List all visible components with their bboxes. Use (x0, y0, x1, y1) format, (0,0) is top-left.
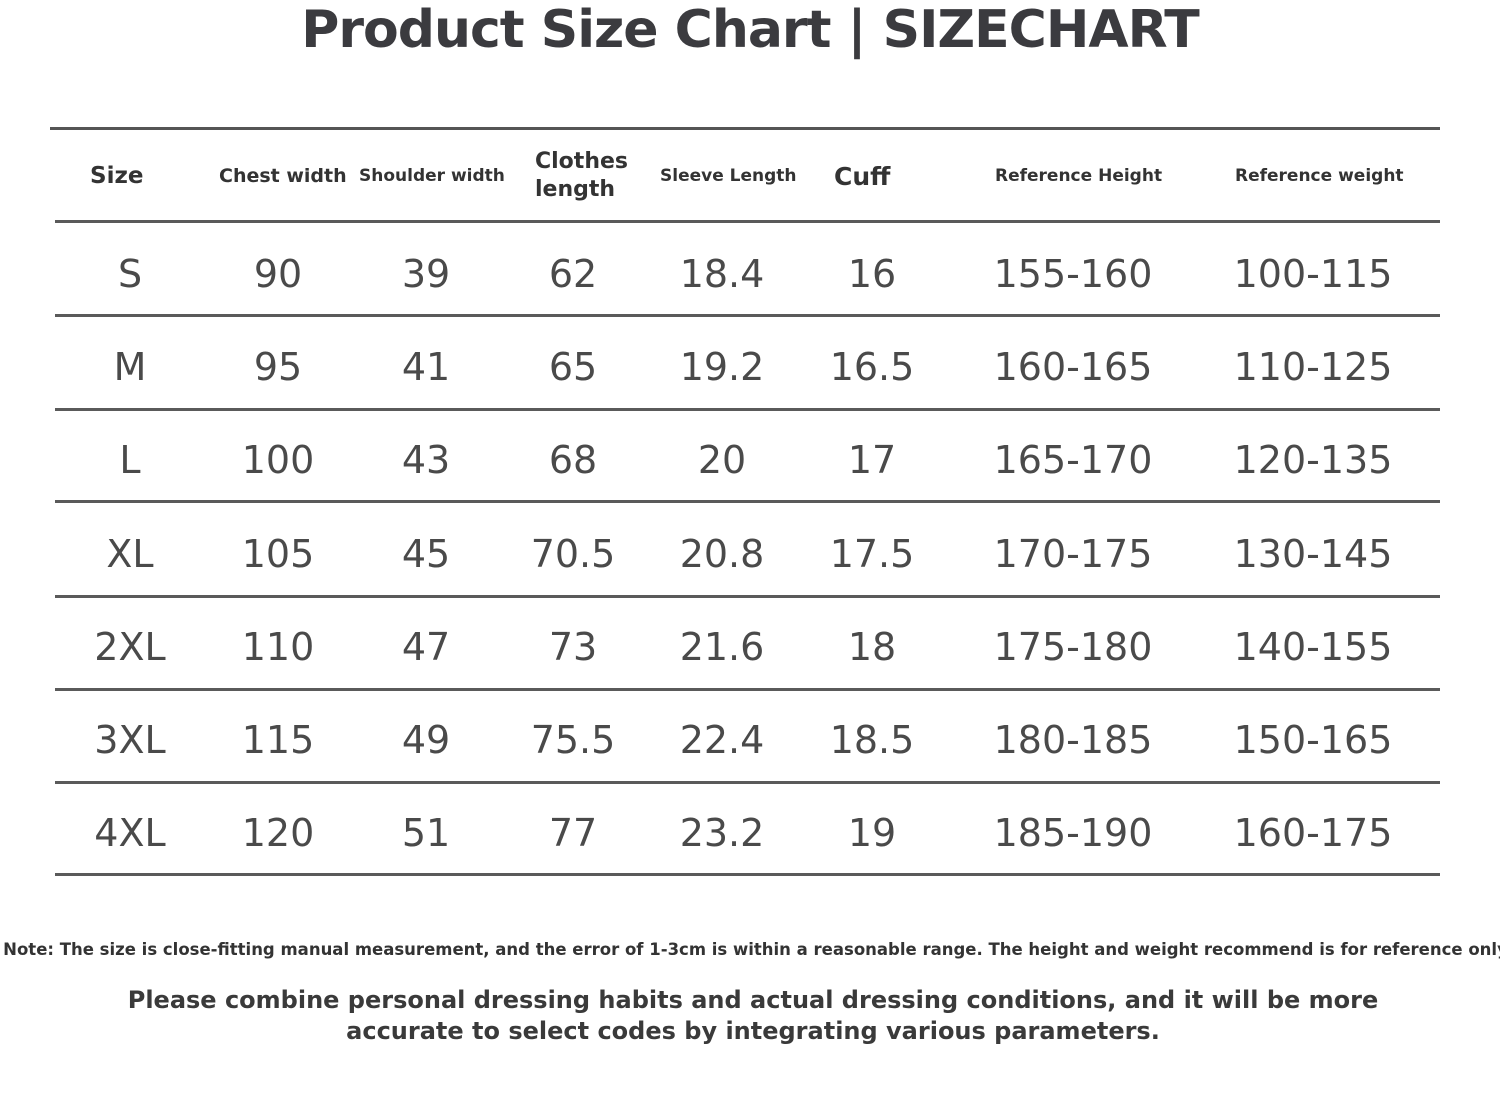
row-divider (55, 314, 1440, 317)
cell-size: L (119, 437, 141, 482)
cell-shoulder-width: 41 (401, 344, 451, 389)
cell-sleeve-length: 22.4 (679, 717, 765, 762)
row-divider (55, 688, 1440, 691)
cell-sleeve-length: 18.4 (679, 251, 765, 296)
cell-sleeve-length: 23.2 (679, 810, 765, 855)
cell-reference-height: 175-180 (993, 624, 1153, 669)
table-row: 2XL 110 47 73 21.6 18 175-180 140-155 (55, 600, 1440, 693)
cell-size: 2XL (94, 624, 166, 669)
cell-shoulder-width: 51 (401, 810, 451, 855)
cell-reference-weight: 110-125 (1233, 344, 1393, 389)
cell-reference-weight: 130-145 (1233, 531, 1393, 576)
cell-clothes-length: 62 (548, 251, 598, 296)
header-size: Size (90, 163, 144, 189)
table-row: M 95 41 65 19.2 16.5 160-165 110-125 (55, 320, 1440, 413)
cell-reference-height: 180-185 (993, 717, 1153, 762)
cell-reference-weight: 140-155 (1233, 624, 1393, 669)
row-divider (55, 220, 1440, 223)
cell-chest-width: 105 (241, 531, 315, 576)
cell-reference-weight: 150-165 (1233, 717, 1393, 762)
cell-clothes-length: 75.5 (530, 717, 616, 762)
row-divider (55, 595, 1440, 598)
table-row: 3XL 115 49 75.5 22.4 18.5 180-185 150-16… (55, 693, 1440, 786)
cell-cuff: 17 (847, 437, 897, 482)
cell-chest-width: 100 (241, 437, 315, 482)
row-divider (55, 500, 1440, 503)
cell-size: XL (106, 531, 154, 576)
cell-reference-height: 155-160 (993, 251, 1153, 296)
cell-reference-weight: 100-115 (1233, 251, 1393, 296)
header-cuff: Cuff (834, 161, 891, 191)
cell-cuff: 18 (847, 624, 897, 669)
cell-reference-height: 160-165 (993, 344, 1153, 389)
cell-shoulder-width: 43 (401, 437, 451, 482)
header-shoulder-width: Shoulder width (359, 166, 505, 186)
header-reference-weight: Reference weight (1235, 166, 1404, 186)
cell-size: M (113, 344, 147, 389)
cell-chest-width: 90 (253, 251, 303, 296)
measurement-note: Note: The size is close-fitting manual m… (3, 940, 1500, 959)
cell-clothes-length: 70.5 (530, 531, 616, 576)
cell-shoulder-width: 39 (401, 251, 451, 296)
cell-clothes-length: 68 (548, 437, 598, 482)
cell-chest-width: 110 (241, 624, 315, 669)
table-row: L 100 43 68 20 17 165-170 120-135 (55, 413, 1440, 506)
page-title: Product Size Chart | SIZECHART (301, 0, 1200, 60)
cell-chest-width: 115 (241, 717, 315, 762)
cell-size: 3XL (94, 717, 166, 762)
cell-sleeve-length: 20 (697, 437, 747, 482)
table-header: Size Chest width Shoulder width Clothes … (55, 130, 1440, 222)
table-row: XL 105 45 70.5 20.8 17.5 170-175 130-145 (55, 507, 1440, 600)
cell-reference-weight: 160-175 (1233, 810, 1393, 855)
cell-reference-height: 165-170 (993, 437, 1153, 482)
cell-reference-height: 170-175 (993, 531, 1153, 576)
cell-cuff: 18.5 (829, 717, 915, 762)
header-reference-height: Reference Height (995, 166, 1163, 186)
cell-chest-width: 120 (241, 810, 315, 855)
cell-cuff: 16.5 (829, 344, 915, 389)
row-divider (55, 408, 1440, 411)
table-top-rule (50, 127, 1440, 130)
cell-clothes-length: 77 (548, 810, 598, 855)
cell-sleeve-length: 21.6 (679, 624, 765, 669)
cell-sleeve-length: 19.2 (679, 344, 765, 389)
cell-reference-height: 185-190 (993, 810, 1153, 855)
selection-tip: Please combine personal dressing habits … (127, 986, 1379, 1045)
cell-chest-width: 95 (253, 344, 303, 389)
table-row: S 90 39 62 18.4 16 155-160 100-115 (55, 227, 1440, 320)
table-bottom-rule (55, 873, 1440, 876)
row-divider (55, 781, 1440, 784)
cell-reference-weight: 120-135 (1233, 437, 1393, 482)
header-sleeve-length: Sleeve Length (660, 166, 797, 186)
cell-cuff: 19 (847, 810, 897, 855)
cell-size: 4XL (94, 810, 166, 855)
cell-cuff: 17.5 (829, 531, 915, 576)
cell-shoulder-width: 45 (401, 531, 451, 576)
cell-clothes-length: 73 (548, 624, 598, 669)
header-chest-width: Chest width (219, 165, 347, 187)
cell-shoulder-width: 49 (401, 717, 451, 762)
header-clothes-length: Clothes length (535, 149, 628, 202)
table-row: 4XL 120 51 77 23.2 19 185-190 160-175 (55, 786, 1440, 879)
cell-sleeve-length: 20.8 (679, 531, 765, 576)
cell-shoulder-width: 47 (401, 624, 451, 669)
cell-cuff: 16 (847, 251, 897, 296)
cell-size: S (117, 251, 143, 296)
cell-clothes-length: 65 (548, 344, 598, 389)
